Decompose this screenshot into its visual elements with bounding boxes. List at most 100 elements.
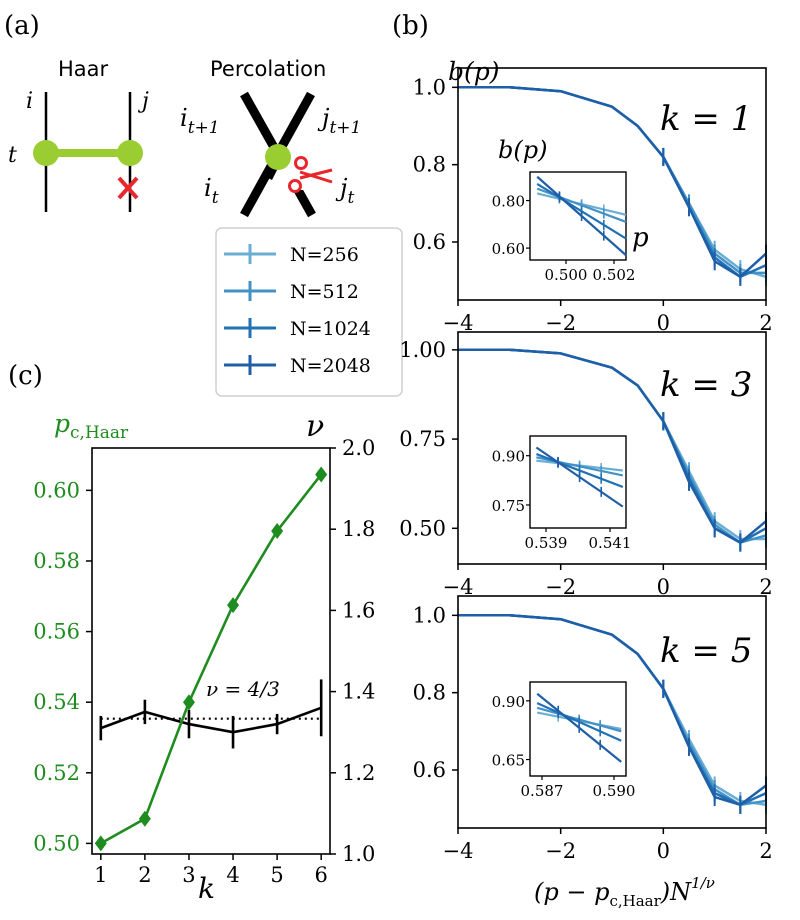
nu-annotation: ν = 4/3 [206,677,280,701]
series-N=2048 [458,614,767,807]
xtick-label: −4 [443,311,474,335]
inset-xtick-label: 0.590 [593,782,636,800]
pc-marker [182,694,195,711]
left-ytick-label: 0.54 [33,690,80,714]
ytick-label: 1.0 [413,75,446,99]
xtick-label: −2 [545,311,576,335]
pc-marker [94,835,107,852]
pc-marker [315,466,328,483]
panel-c-chart: 0.60 0.58 0.56 0.54 0.52 0.50 2.0 1.8 1.6 1.4 1.2 1… [33,436,375,887]
xtick-label: −4 [443,839,474,863]
xtick-label: 0 [657,575,670,599]
right-ytick-label: 1.8 [342,517,375,541]
nu-series [100,706,322,734]
haar-node-i [33,140,59,166]
k-label: k = 5 [660,631,752,671]
xtick-label: 0 [657,311,670,335]
ytick-label: 0.6 [413,758,446,782]
inset-xtick-label: 0.500 [545,266,588,284]
inset-ytick-label: 0.65 [492,752,525,770]
inset-ytick-label: 0.80 [492,193,525,211]
panel-c-frame [91,447,331,855]
percolation-diagram: Percolation it+1 jt+1 it jt [180,57,361,218]
series-N=2048 [458,86,767,279]
inset-xtick-label: 0.541 [589,534,632,552]
inset-ytick-label: 0.60 [492,240,525,258]
inset-ytick-label: 0.90 [492,693,525,711]
left-ytick-label: 0.50 [33,831,80,855]
inset-xtick-label: 0.587 [521,782,564,800]
percolation-title: Percolation [210,57,326,81]
ytick-label: 1.00 [399,338,446,362]
xtick-label: 2 [759,575,772,599]
ytick-label: 0.8 [413,153,446,177]
left-ytick-label: 0.58 [33,549,80,573]
haar-label-t: t [8,143,17,168]
ytick-label: 1.0 [413,603,446,627]
pc-marker [138,810,151,827]
perc-label-i-next: it+1 [180,104,220,138]
inset-xlabel: p [632,223,649,253]
pc-marker [271,522,284,539]
c-xtick-label: 3 [182,863,195,887]
inset-xtick-label: 0.539 [525,534,568,552]
ytick-label: 0.8 [413,681,446,705]
xtick-label: 2 [759,311,772,335]
red-cross-icon [117,176,139,200]
axes-frame [457,67,767,301]
right-ytick-label: 2.0 [342,436,375,460]
xtick-label: −2 [545,575,576,599]
xtick-label: 2 [759,839,772,863]
perc-label-j-cur: jt [335,174,354,208]
right-ytick-label: 1.4 [342,680,375,704]
panel-label-b: (b) [392,11,429,41]
c-xtick-label: 1 [94,863,107,887]
c-xtick-label: 2 [138,863,151,887]
panel-c-left-label: pc,Haar [54,409,129,443]
scissors-icon [288,156,333,193]
inset-ylabel: b(p) [498,136,547,164]
haar-label-i: i [26,89,33,114]
subplot-k1: −4 −2 0 2 1.0 0.8 0.6 k = 1 0.80 0.60 0.500 0.502 b(… [413,67,773,335]
c-xtick-label: 4 [226,863,239,887]
left-ytick-label: 0.52 [33,761,80,785]
c-xtick-label: 6 [314,863,327,887]
axes-frame [457,331,767,565]
xtick-label: −4 [443,575,474,599]
k-label: k = 3 [660,365,752,405]
haar-diagram: Haar i j t [8,57,149,212]
legend-label-1: N=512 [290,281,359,303]
pc-marker [227,597,240,614]
legend-label-2: N=1024 [290,318,371,340]
legend: N=256 N=512 N=1024 N=2048 [215,227,403,397]
panel-c-right-label: ν [306,409,324,444]
perc-node [265,144,291,170]
subplot-k3: −4 −2 0 2 1.00 0.75 0.50 k = 3 0.90 0.75 0.539 0.54… [399,331,773,599]
subplot-k5: −4 −2 0 2 1.0 0.8 0.6 k = 5 0.90 0.65 0.587 0.590 [413,595,773,863]
xtick-label: −2 [545,839,576,863]
haar-node-j [117,140,143,166]
panel-b-ylabel: b(p) [448,57,500,86]
series-N=2048 [458,348,767,544]
panel-c-xlabel: k [198,872,215,905]
inset-ytick-label: 0.75 [492,497,525,515]
ytick-label: 0.75 [399,427,446,451]
haar-title: Haar [58,57,109,81]
left-ytick-label: 0.60 [33,478,80,502]
right-ytick-label: 1.2 [342,761,375,785]
axes-frame [457,595,767,829]
right-ytick-label: 1.6 [342,598,375,622]
inset-ytick-label: 0.90 [492,448,525,466]
k-label: k = 1 [660,99,752,139]
xtick-label: 0 [657,839,670,863]
legend-label-3: N=2048 [290,355,371,377]
pc-series [100,473,323,845]
legend-box [215,227,403,397]
panel-label-a: (a) [4,11,40,41]
left-ytick-label: 0.56 [33,620,80,644]
inset-xtick-label: 0.502 [593,266,636,284]
legend-label-0: N=256 [290,244,359,266]
haar-label-j: j [137,89,149,114]
right-ytick-label: 1.0 [342,842,375,866]
